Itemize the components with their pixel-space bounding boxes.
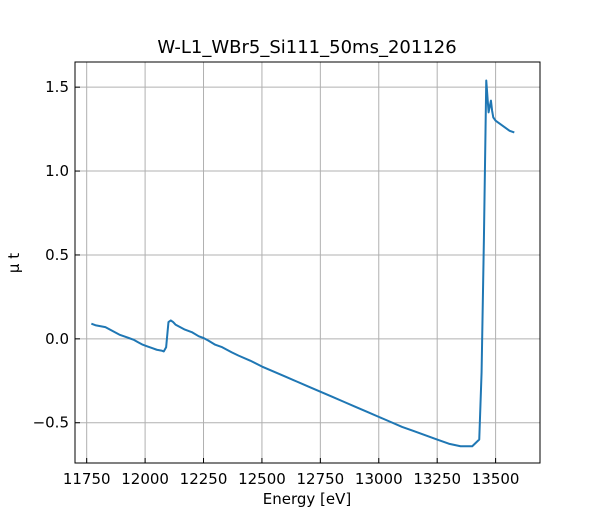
series-layer <box>91 79 515 448</box>
grid-layer <box>75 62 540 463</box>
x-tick-label: 13500 <box>472 470 520 488</box>
y-tick-label: 1.5 <box>45 78 69 96</box>
y-tick-label: 1.0 <box>45 162 69 180</box>
series-line <box>91 79 515 448</box>
y-tick-label: 0.5 <box>45 246 69 264</box>
x-tick-label: 13250 <box>413 470 461 488</box>
y-tick-label: 0.0 <box>45 330 69 348</box>
tick-layer: 11750 12000 12250 12500 12750 13000 13250 13500… <box>33 78 520 488</box>
y-tick-label: −0.5 <box>33 414 69 432</box>
x-tick-label: 12000 <box>121 470 169 488</box>
y-axis-label: μ t <box>5 253 23 273</box>
chart-title: W-L1_WBr5_Si111_50ms_201126 <box>157 37 456 58</box>
x-tick-label: 12750 <box>296 470 344 488</box>
x-tick-label: 12250 <box>180 470 228 488</box>
x-tick-label: 11750 <box>63 470 111 488</box>
x-tick-label: 12500 <box>238 470 286 488</box>
x-axis-label: Energy [eV] <box>263 490 351 508</box>
plot-frame <box>74 61 541 464</box>
x-tick-label: 13000 <box>355 470 403 488</box>
